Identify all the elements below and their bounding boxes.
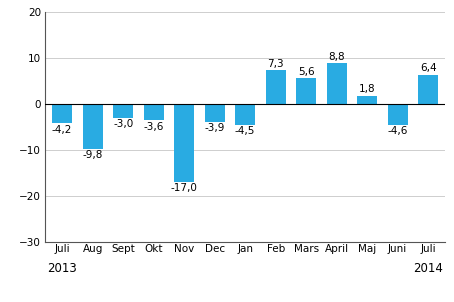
Bar — [357, 96, 377, 104]
Bar — [52, 104, 72, 123]
Text: -3,9: -3,9 — [204, 123, 225, 133]
Text: -3,6: -3,6 — [143, 122, 164, 132]
Text: -4,6: -4,6 — [387, 126, 408, 137]
Bar — [83, 104, 103, 149]
Text: -3,0: -3,0 — [113, 119, 133, 129]
Bar — [296, 78, 316, 104]
Bar — [327, 63, 346, 104]
Text: 7,3: 7,3 — [267, 59, 284, 69]
Text: -17,0: -17,0 — [171, 183, 197, 193]
Bar — [144, 104, 163, 120]
Bar — [205, 104, 225, 122]
Bar — [235, 104, 255, 124]
Text: 6,4: 6,4 — [420, 63, 436, 73]
Bar — [266, 70, 286, 104]
Bar — [113, 104, 133, 118]
Bar — [388, 104, 408, 125]
Text: 1,8: 1,8 — [359, 84, 375, 94]
Text: 2014: 2014 — [413, 262, 443, 275]
Bar — [174, 104, 194, 182]
Text: -4,5: -4,5 — [235, 126, 255, 136]
Bar — [418, 75, 438, 104]
Text: 8,8: 8,8 — [328, 52, 345, 62]
Text: 5,6: 5,6 — [298, 67, 315, 77]
Text: 2013: 2013 — [47, 262, 77, 275]
Text: -4,2: -4,2 — [52, 124, 72, 135]
Text: -9,8: -9,8 — [83, 150, 103, 160]
